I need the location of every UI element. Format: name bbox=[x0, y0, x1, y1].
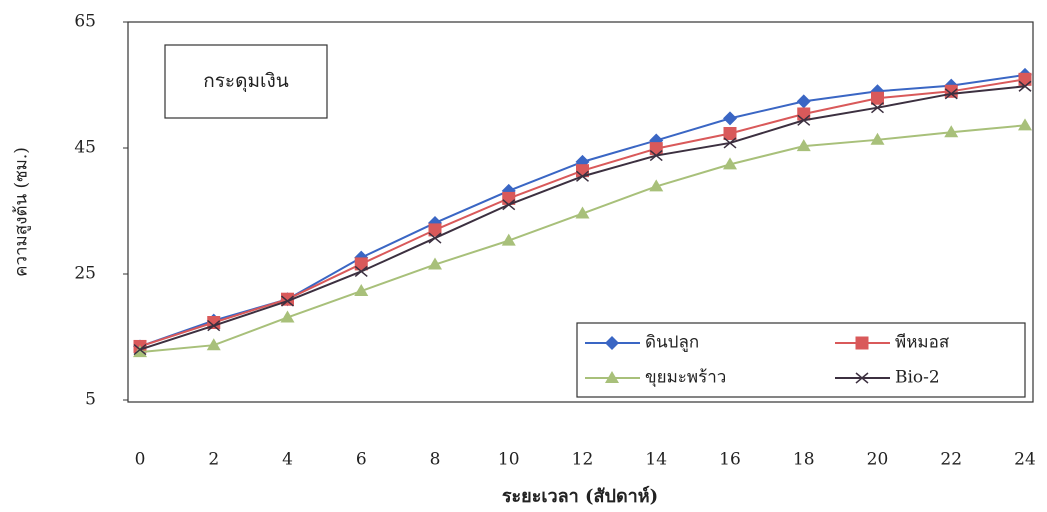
marker bbox=[354, 257, 368, 271]
marker bbox=[871, 102, 884, 114]
marker bbox=[1018, 80, 1032, 92]
x-tick-label: 10 bbox=[498, 450, 520, 470]
marker bbox=[1018, 72, 1032, 86]
x-tick-label: 20 bbox=[867, 450, 889, 470]
marker bbox=[944, 84, 958, 98]
marker bbox=[723, 137, 737, 149]
marker bbox=[502, 199, 516, 211]
x-tick-label: 0 bbox=[135, 450, 146, 470]
legend-box bbox=[576, 322, 1026, 398]
marker bbox=[281, 295, 294, 307]
marker bbox=[871, 91, 884, 105]
plot-frame bbox=[127, 21, 1034, 403]
legend-marker bbox=[855, 336, 869, 350]
legend-marker bbox=[605, 336, 619, 350]
marker bbox=[501, 233, 516, 246]
x-axis-label: ระยะเวลา (สัปดาห์) bbox=[502, 485, 658, 507]
marker bbox=[723, 111, 737, 126]
x-tick-label: 2 bbox=[208, 450, 219, 470]
y-tick-label: 25 bbox=[74, 264, 96, 284]
marker bbox=[649, 142, 663, 156]
marker bbox=[944, 88, 958, 100]
legend-label: Bio-2 bbox=[895, 368, 940, 388]
marker bbox=[796, 139, 811, 152]
marker bbox=[575, 206, 590, 219]
legend-label: ดินปลูก bbox=[645, 333, 699, 353]
marker bbox=[649, 149, 663, 162]
marker bbox=[649, 179, 664, 192]
marker bbox=[1018, 118, 1032, 131]
y-tick-label: 5 bbox=[85, 390, 96, 410]
marker bbox=[944, 125, 959, 138]
marker bbox=[428, 232, 442, 244]
title-box bbox=[164, 44, 328, 119]
x-tick-label: 24 bbox=[1014, 450, 1036, 470]
x-tick-label: 12 bbox=[572, 450, 594, 470]
x-tick-label: 18 bbox=[793, 450, 815, 470]
chart-title: กระดุมเงิน bbox=[203, 70, 289, 93]
marker bbox=[133, 345, 147, 358]
legend-marker bbox=[855, 372, 869, 384]
x-tick-label: 8 bbox=[430, 450, 441, 470]
marker bbox=[133, 344, 147, 356]
y-tick-label: 45 bbox=[74, 138, 96, 158]
marker bbox=[723, 127, 737, 141]
legend-label: พีหมอส bbox=[895, 333, 950, 353]
legend-label: ขุยมะพร้าว bbox=[645, 368, 726, 388]
marker bbox=[870, 132, 885, 145]
x-tick-label: 4 bbox=[282, 450, 293, 470]
marker bbox=[428, 223, 442, 237]
marker bbox=[797, 114, 811, 126]
x-tick-label: 6 bbox=[356, 450, 367, 470]
y-tick-label: 65 bbox=[74, 12, 96, 32]
x-tick-label: 16 bbox=[719, 450, 741, 470]
y-axis-label: ความสูงต้น (ซม.) bbox=[12, 147, 32, 277]
legend-marker bbox=[605, 371, 619, 383]
x-tick-label: 22 bbox=[940, 450, 962, 470]
marker bbox=[206, 338, 221, 351]
x-tick-label: 14 bbox=[645, 450, 667, 470]
marker bbox=[207, 320, 221, 332]
marker bbox=[354, 284, 369, 297]
marker bbox=[354, 265, 368, 278]
marker bbox=[576, 170, 589, 182]
marker bbox=[796, 94, 811, 109]
marker bbox=[428, 257, 442, 270]
marker bbox=[723, 157, 737, 170]
marker bbox=[280, 310, 295, 323]
